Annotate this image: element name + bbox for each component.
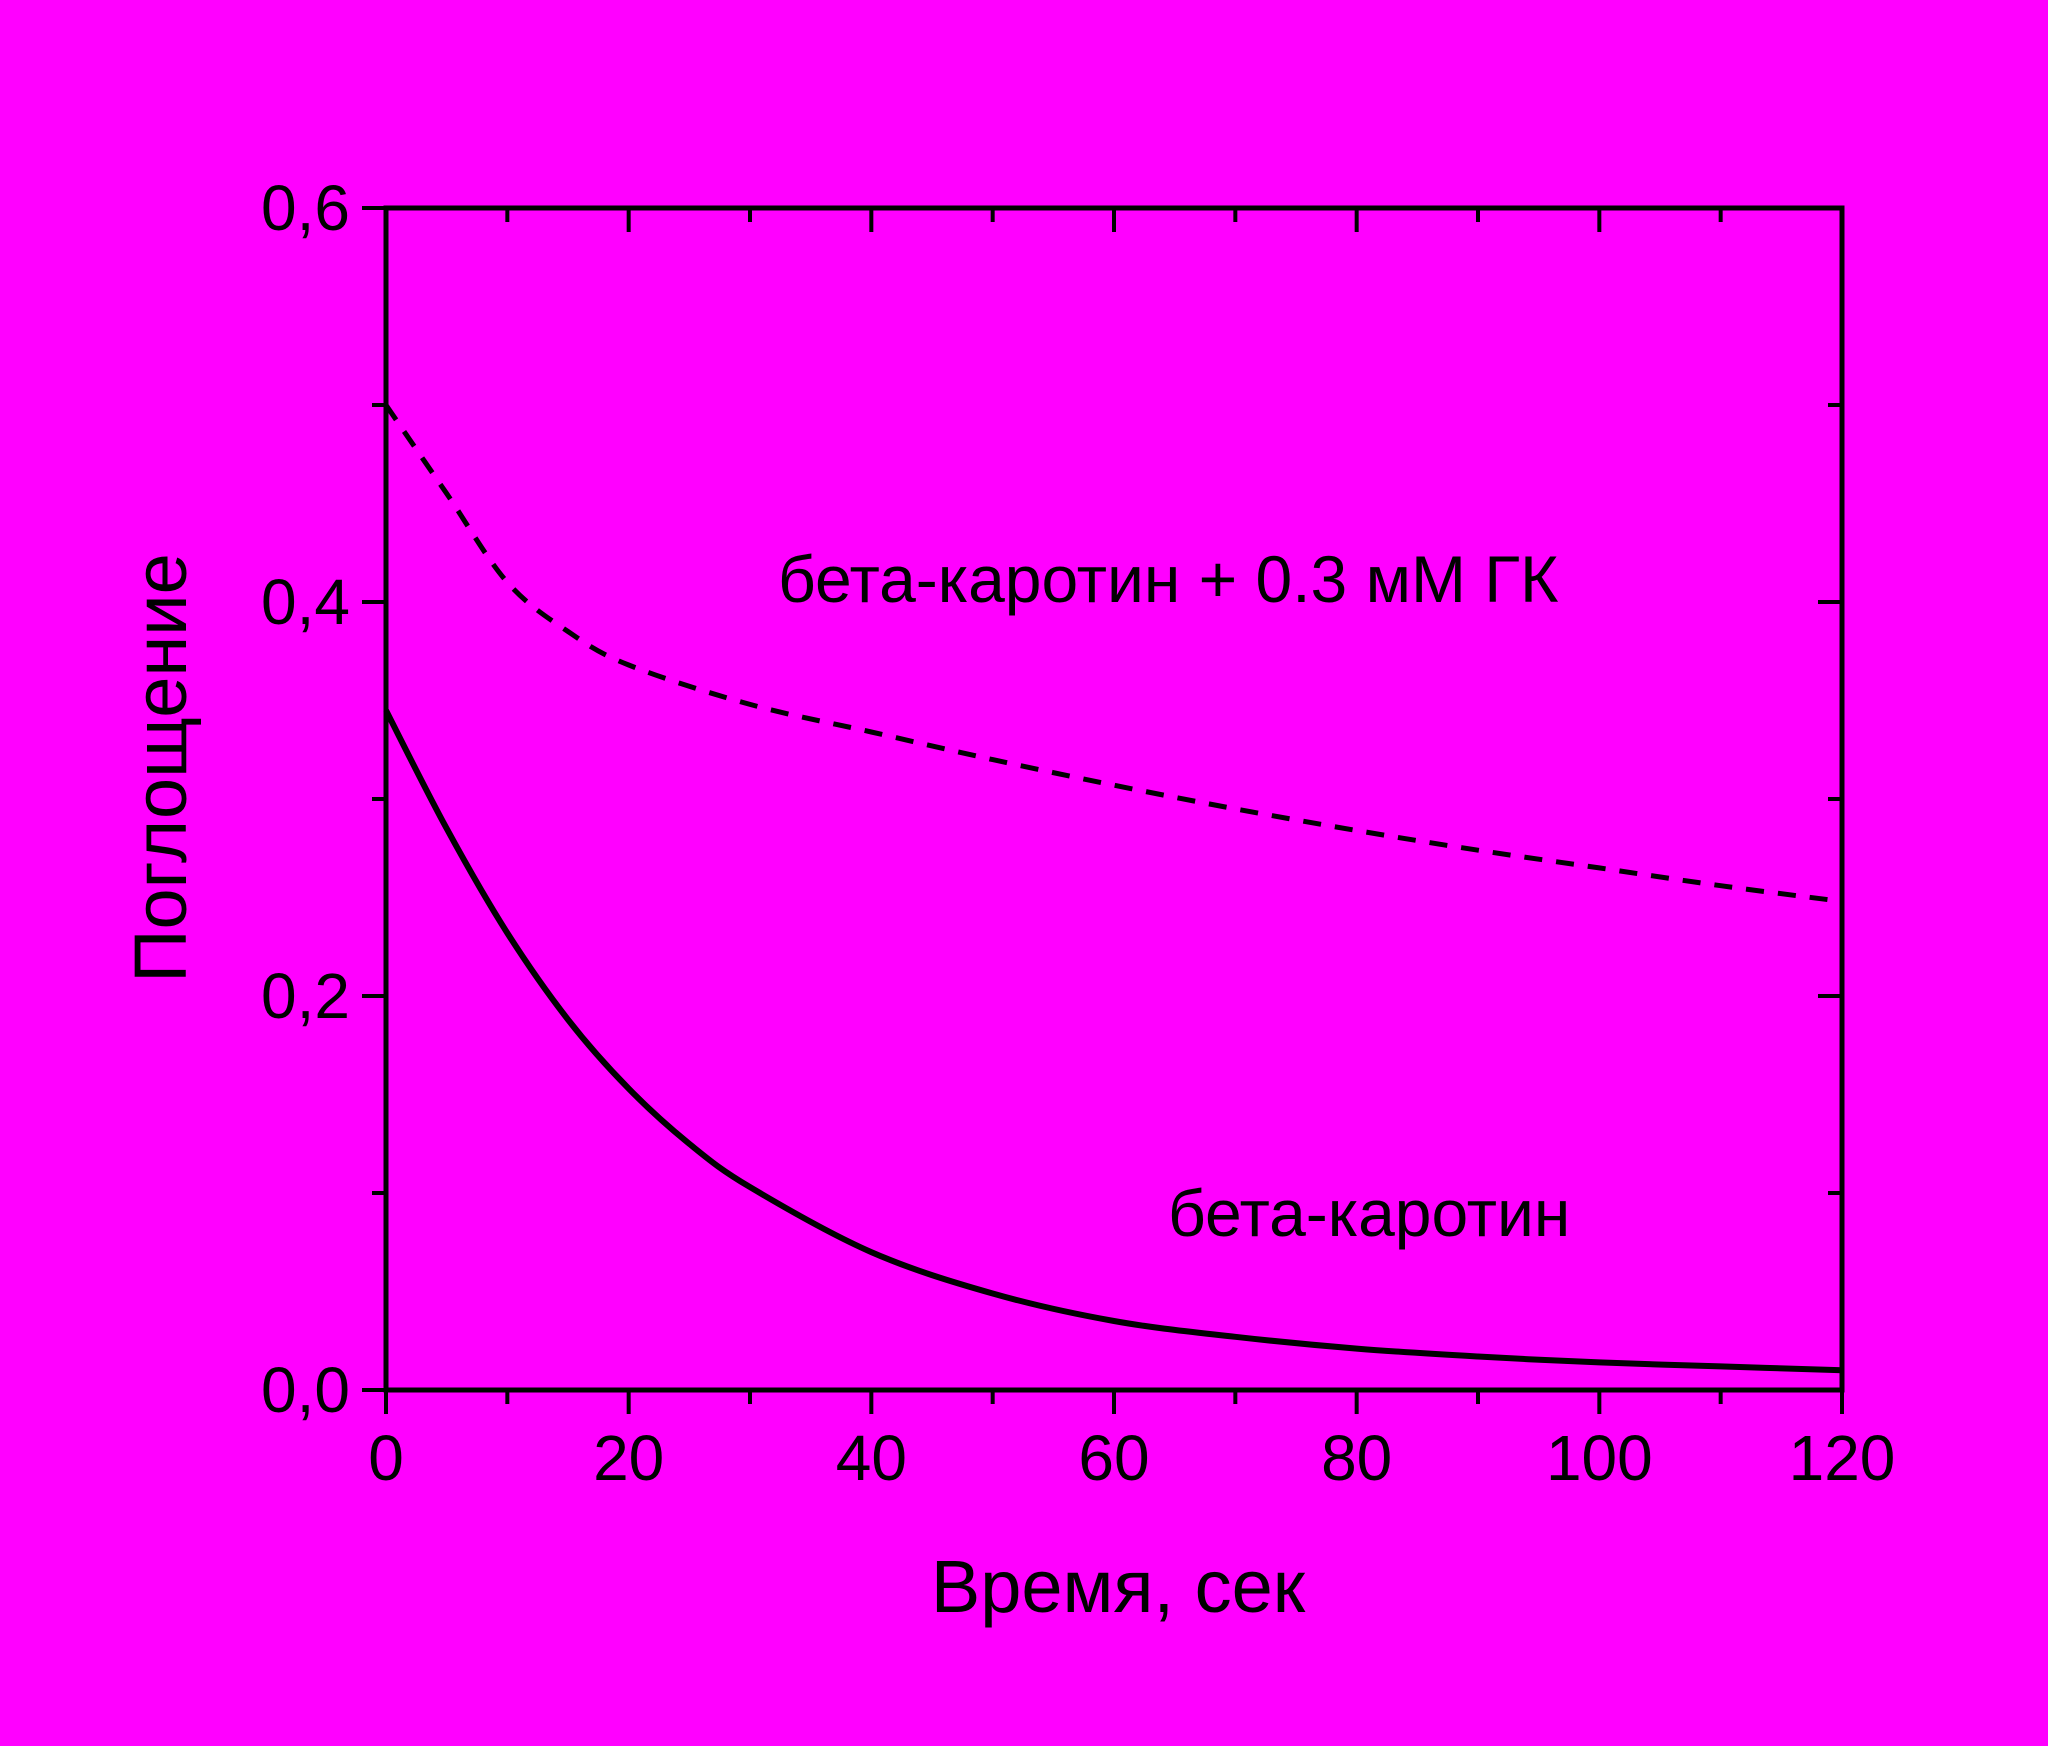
series-line-solid	[383, 709, 1843, 1374]
y-tick-label: 0,0	[261, 1354, 350, 1426]
x-tick-label: 40	[836, 1422, 907, 1494]
y-tick-label: 0,6	[261, 172, 350, 244]
y-tick-label: 0,2	[261, 960, 350, 1032]
series-lines	[383, 403, 1843, 1374]
x-tick-label: 80	[1321, 1422, 1392, 1494]
series-line-dashed	[383, 403, 1843, 904]
axis-tick-labels: 0 20 40 60 80 100 120 0,0 0,2 0,4 0,6	[261, 172, 1895, 1494]
x-axis-label: Время, сек	[931, 1545, 1306, 1628]
axis-ticks	[362, 206, 1844, 1414]
y-axis-label: Поглощение	[119, 553, 202, 982]
series-label-solid: бета-каротин	[1168, 1176, 1570, 1250]
y-tick-label: 0,4	[261, 566, 350, 638]
series-label-dashed: бета-каротин + 0.3 мМ ГК	[778, 542, 1559, 616]
x-tick-label: 120	[1789, 1422, 1896, 1494]
x-tick-label: 20	[593, 1422, 664, 1494]
x-tick-label: 60	[1078, 1422, 1149, 1494]
x-tick-label: 100	[1546, 1422, 1653, 1494]
x-tick-label: 0	[368, 1422, 404, 1494]
